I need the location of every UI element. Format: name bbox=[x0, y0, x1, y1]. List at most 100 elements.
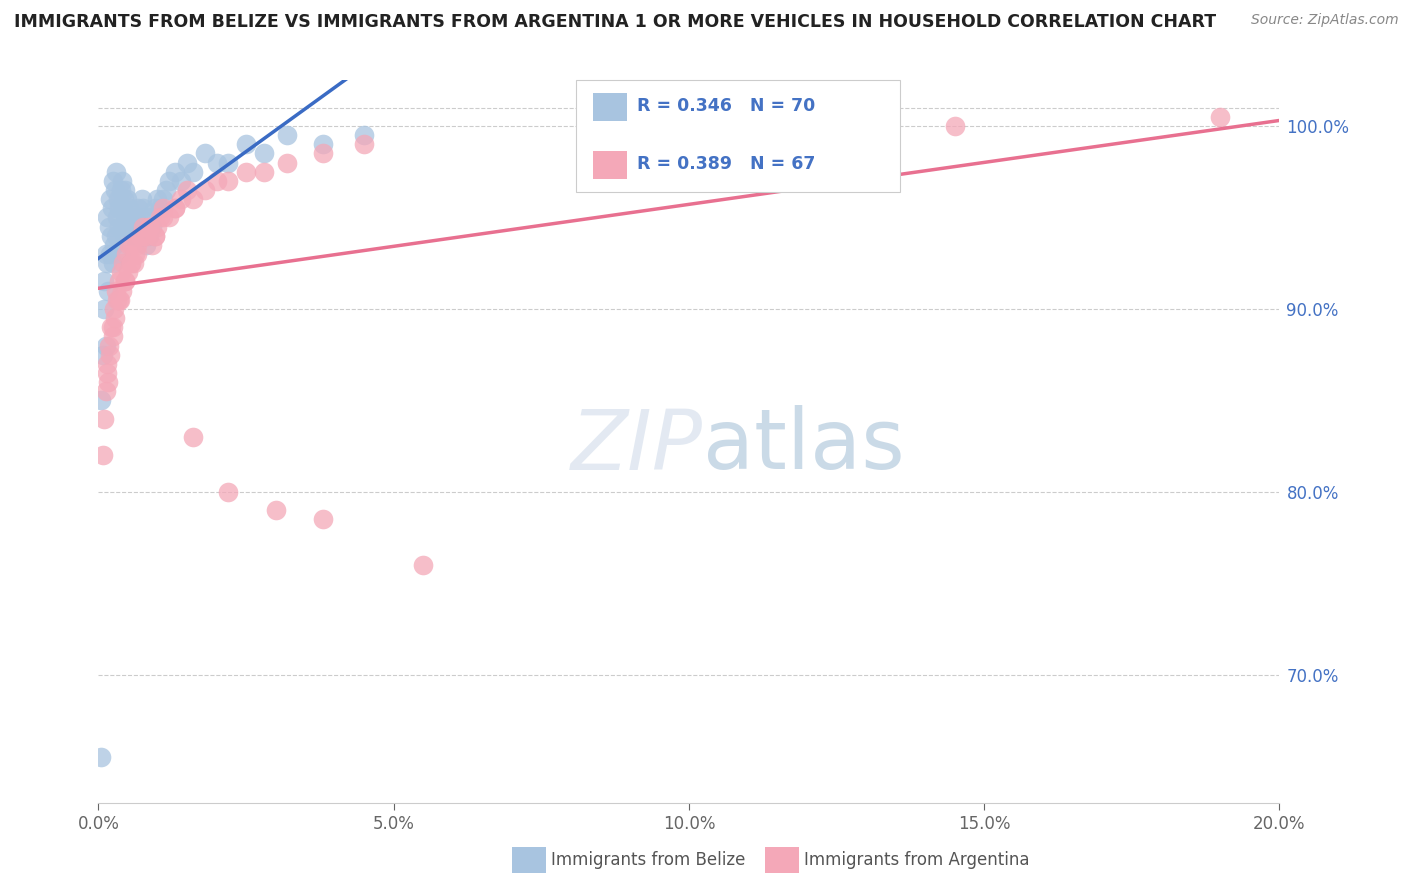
Point bbox=[152, 192, 174, 206]
Point bbox=[312, 137, 335, 152]
Point bbox=[141, 219, 163, 234]
Point bbox=[96, 366, 118, 380]
Point bbox=[253, 146, 276, 161]
Point bbox=[165, 202, 187, 216]
Point bbox=[90, 393, 112, 408]
Point bbox=[98, 219, 121, 234]
Point bbox=[353, 128, 375, 143]
Point bbox=[353, 137, 375, 152]
Point bbox=[143, 202, 166, 216]
Point bbox=[312, 146, 335, 161]
Point bbox=[93, 275, 115, 289]
Point bbox=[120, 256, 142, 270]
Point bbox=[143, 228, 166, 243]
Point bbox=[115, 192, 138, 206]
Point bbox=[94, 338, 117, 352]
Point bbox=[124, 247, 146, 261]
Point bbox=[94, 384, 117, 399]
Point bbox=[108, 219, 131, 234]
Point bbox=[103, 301, 125, 316]
Point bbox=[97, 375, 120, 389]
Point bbox=[96, 211, 118, 225]
Point bbox=[108, 275, 131, 289]
Point bbox=[157, 211, 180, 225]
Point bbox=[110, 183, 132, 197]
Point bbox=[111, 174, 134, 188]
Point bbox=[264, 503, 287, 517]
Point bbox=[110, 293, 132, 307]
Point bbox=[217, 174, 239, 188]
Point bbox=[108, 202, 131, 216]
Point bbox=[943, 119, 966, 133]
Point bbox=[115, 211, 138, 225]
Point bbox=[205, 174, 228, 188]
Point bbox=[100, 320, 122, 334]
Point bbox=[176, 155, 198, 169]
Point bbox=[111, 219, 134, 234]
Point bbox=[235, 137, 257, 152]
Point bbox=[217, 484, 239, 499]
Point bbox=[93, 411, 115, 425]
Point bbox=[97, 284, 120, 298]
Point bbox=[104, 183, 127, 197]
Point bbox=[217, 155, 239, 169]
Text: ZIP: ZIP bbox=[571, 406, 703, 486]
Point bbox=[128, 211, 150, 225]
Point bbox=[121, 238, 143, 252]
Point bbox=[105, 284, 128, 298]
Point bbox=[121, 211, 143, 225]
Point bbox=[117, 265, 139, 279]
Point bbox=[143, 228, 166, 243]
Point bbox=[105, 165, 128, 179]
Point bbox=[103, 320, 125, 334]
Point bbox=[117, 219, 139, 234]
Point bbox=[135, 238, 157, 252]
Point bbox=[235, 165, 257, 179]
Point bbox=[120, 219, 142, 234]
Point bbox=[103, 174, 125, 188]
Point bbox=[131, 192, 153, 206]
Point bbox=[118, 202, 141, 216]
Point bbox=[115, 247, 138, 261]
Point bbox=[103, 238, 125, 252]
Point bbox=[138, 219, 160, 234]
Point bbox=[91, 448, 114, 462]
Point bbox=[135, 228, 157, 243]
Point bbox=[94, 247, 117, 261]
Point bbox=[138, 219, 160, 234]
Point bbox=[170, 174, 193, 188]
Point bbox=[98, 247, 121, 261]
Text: IMMIGRANTS FROM BELIZE VS IMMIGRANTS FROM ARGENTINA 1 OR MORE VEHICLES IN HOUSEH: IMMIGRANTS FROM BELIZE VS IMMIGRANTS FRO… bbox=[14, 13, 1216, 31]
Point bbox=[141, 238, 163, 252]
Point bbox=[181, 430, 204, 444]
Point bbox=[93, 301, 115, 316]
Point bbox=[112, 256, 135, 270]
Point bbox=[149, 211, 172, 225]
Point bbox=[112, 192, 135, 206]
Point bbox=[136, 219, 159, 234]
Point bbox=[149, 202, 172, 216]
Point bbox=[122, 256, 145, 270]
Text: atlas: atlas bbox=[703, 406, 904, 486]
Text: Immigrants from Belize: Immigrants from Belize bbox=[551, 851, 745, 869]
Point bbox=[112, 202, 135, 216]
Point bbox=[139, 211, 162, 225]
Point bbox=[103, 329, 125, 343]
Point bbox=[90, 750, 112, 764]
Point bbox=[114, 275, 136, 289]
Point bbox=[98, 192, 121, 206]
Point bbox=[176, 183, 198, 197]
Point bbox=[101, 202, 124, 216]
Point bbox=[165, 202, 187, 216]
Point bbox=[114, 228, 136, 243]
Point bbox=[114, 275, 136, 289]
Point bbox=[181, 192, 204, 206]
Point bbox=[96, 256, 118, 270]
Point bbox=[104, 311, 127, 326]
Point bbox=[276, 155, 298, 169]
Text: R = 0.389   N = 67: R = 0.389 N = 67 bbox=[637, 154, 815, 173]
Point bbox=[146, 219, 169, 234]
Point bbox=[165, 165, 187, 179]
Point bbox=[312, 512, 335, 526]
Point bbox=[100, 228, 122, 243]
